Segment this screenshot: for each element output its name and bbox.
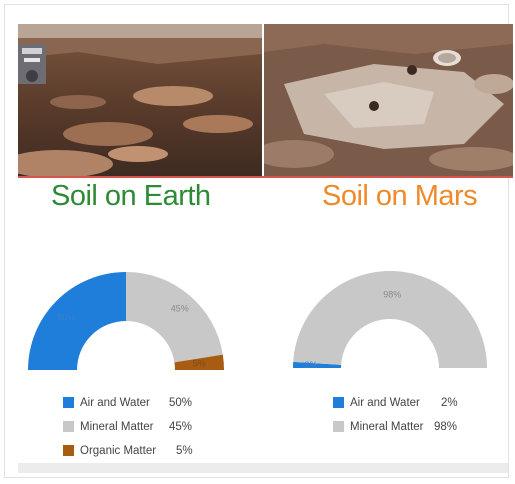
donut-segment-mineral-matter — [293, 271, 487, 368]
legend-label: Mineral Matter — [350, 421, 424, 433]
donut-segment-air-and-water — [293, 361, 342, 368]
donut-segment-air-and-water — [28, 272, 126, 370]
legend-swatch-mineral — [333, 421, 344, 432]
data-label-air-and-water: 50% — [57, 312, 75, 322]
legend-swatch-air-water — [63, 397, 74, 408]
legend-value: 45% — [169, 421, 193, 433]
earth-soil-photo — [18, 24, 262, 178]
mars-soil-photo — [264, 24, 513, 178]
legend-value: 5% — [176, 445, 193, 457]
legend-swatch-organic — [63, 445, 74, 456]
data-label-mineral-matter: 45% — [171, 303, 189, 313]
mars-legend: Air and Water 2% Mineral Matter 98% — [333, 395, 483, 441]
donut-segment-organic-matter — [174, 354, 224, 370]
mars-title: Soil on Mars — [322, 180, 478, 212]
mars-soil-chart: 2% 98% — [293, 271, 487, 370]
donut-segment-mineral-matter — [126, 272, 223, 363]
legend-swatch-mineral — [63, 421, 74, 432]
legend-swatch-air-water — [333, 397, 344, 408]
earth-legend: Air and Water 50% Mineral Matter 45% Org… — [63, 395, 223, 465]
legend-label: Organic Matter — [80, 445, 157, 457]
legend-value: 98% — [434, 421, 458, 433]
data-label-mineral-matter: 98% — [383, 289, 401, 299]
photo-divider-line — [18, 176, 513, 178]
legend-label: Air and Water — [80, 397, 150, 409]
data-label-organic-matter: 5% — [193, 359, 206, 369]
legend-value: 50% — [169, 397, 193, 409]
earth-title: Soil on Earth — [51, 180, 211, 212]
bottom-shadow — [18, 463, 508, 473]
legend-label: Mineral Matter — [80, 421, 154, 433]
data-label-air-and-water: 2% — [305, 360, 318, 370]
legend-value: 2% — [441, 397, 458, 409]
legend-label: Air and Water — [350, 397, 420, 409]
earth-soil-chart: 50% 45% 5% — [28, 272, 224, 370]
